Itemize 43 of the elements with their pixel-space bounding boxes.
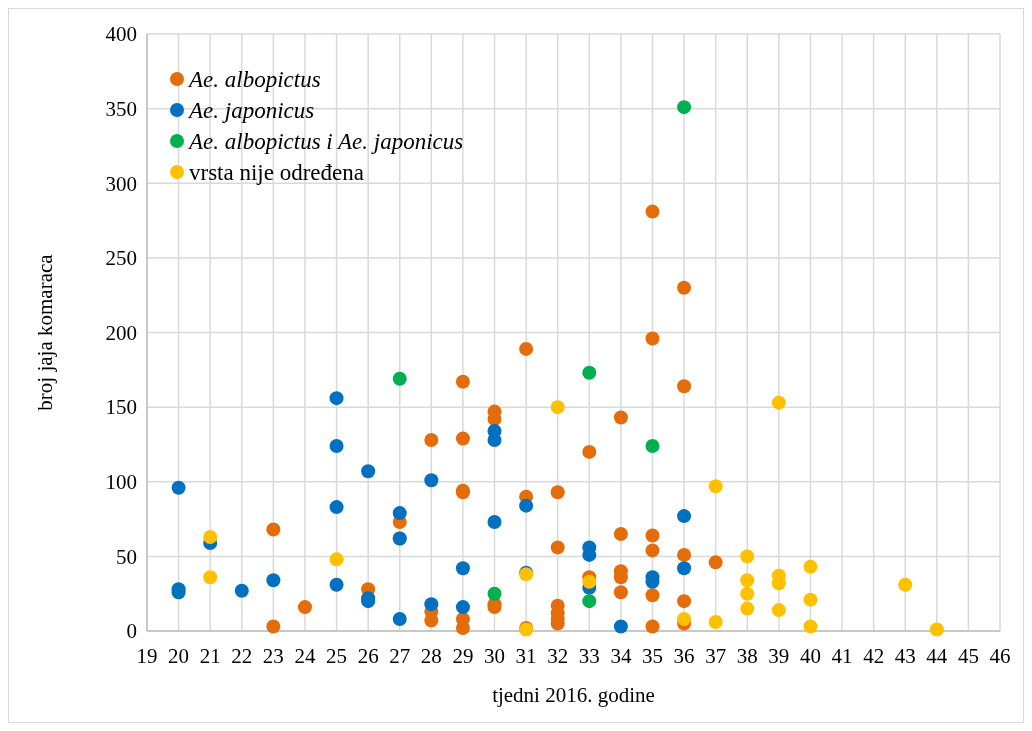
y-tick-label: 350 bbox=[105, 96, 137, 121]
x-axis-title: tjedni 2016. godine bbox=[492, 683, 655, 707]
x-tick-label: 23 bbox=[262, 644, 284, 668]
x-tick-label: 28 bbox=[420, 644, 442, 668]
x-tick-label: 31 bbox=[515, 644, 537, 668]
x-tick-label: 33 bbox=[578, 644, 600, 668]
y-tick-label: 200 bbox=[105, 320, 137, 345]
x-tick-label: 26 bbox=[357, 644, 379, 668]
x-tick-label: 27 bbox=[389, 644, 411, 668]
y-tick-label: 150 bbox=[105, 395, 137, 420]
x-tick-label: 37 bbox=[705, 644, 727, 668]
legend-label: Ae. albopictus bbox=[187, 67, 321, 93]
y-tick-label: 0 bbox=[126, 619, 137, 644]
y-tick-label: 50 bbox=[116, 544, 137, 569]
x-tick-label: 42 bbox=[863, 644, 885, 668]
x-tick-label: 41 bbox=[831, 644, 853, 668]
y-tick-label: 300 bbox=[105, 171, 137, 196]
x-tick-label: 46 bbox=[989, 644, 1011, 668]
x-tick-label: 44 bbox=[926, 644, 948, 668]
x-tick-label: 22 bbox=[231, 644, 253, 668]
y-axis-title: broj jaja komaraca bbox=[33, 253, 57, 411]
x-tick-label: 24 bbox=[294, 644, 316, 668]
x-tick-label: 30 bbox=[484, 644, 506, 668]
x-tick-label: 43 bbox=[894, 644, 916, 668]
x-tick-label: 45 bbox=[957, 644, 979, 668]
x-tick-label: 29 bbox=[452, 644, 474, 668]
x-tick-label: 36 bbox=[673, 644, 695, 668]
x-tick-label: 35 bbox=[641, 644, 663, 668]
x-tick-label: 20 bbox=[168, 644, 190, 668]
y-tick-label: 100 bbox=[105, 470, 137, 495]
x-tick-label: 19 bbox=[136, 644, 158, 668]
x-tick-label: 38 bbox=[736, 644, 758, 668]
x-tick-label: 40 bbox=[799, 644, 821, 668]
y-tick-label: 250 bbox=[105, 246, 137, 271]
x-tick-label: 21 bbox=[199, 644, 221, 668]
y-tick-label: 400 bbox=[105, 22, 137, 47]
legend-label: Ae. japonicus bbox=[187, 98, 315, 124]
x-tick-label: 34 bbox=[610, 644, 632, 668]
x-tick-label: 39 bbox=[768, 644, 790, 668]
x-tick-label: 25 bbox=[326, 644, 348, 668]
legend-label: Ae. albopictus i Ae. japonicus bbox=[187, 129, 464, 155]
x-tick-label: 32 bbox=[547, 644, 569, 668]
legend-label: vrsta nije određena bbox=[189, 160, 364, 186]
